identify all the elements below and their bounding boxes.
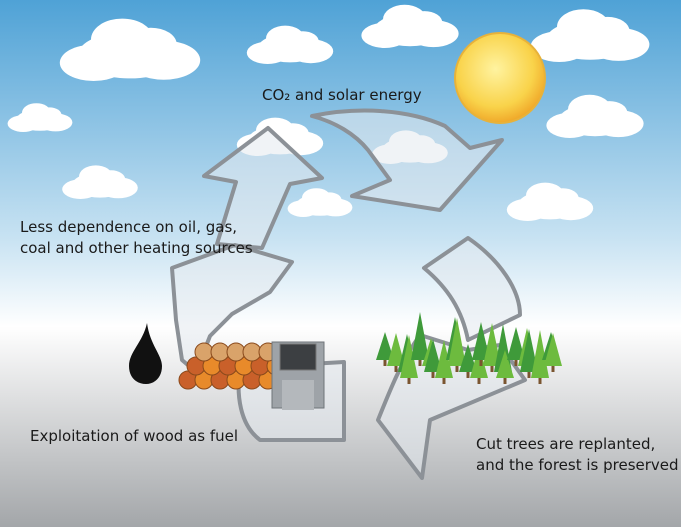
cloud-part xyxy=(591,101,627,124)
diagram: CO₂ and solar energy Less dependence on … xyxy=(0,0,681,527)
label-trees-1: Cut trees are replanted, xyxy=(476,435,655,453)
log xyxy=(211,343,229,361)
tree-trunk xyxy=(480,360,483,366)
log xyxy=(195,343,213,361)
log xyxy=(227,343,245,361)
tree-trunk xyxy=(432,372,435,378)
cloud-part xyxy=(318,192,342,208)
sun xyxy=(455,33,545,123)
page: CO₂ and solar energy Less dependence on … xyxy=(0,0,681,527)
tree-trunk xyxy=(456,366,459,372)
tree-trunk xyxy=(408,378,411,384)
cloud-part xyxy=(125,28,177,62)
stove-base xyxy=(282,380,314,410)
tree-trunk xyxy=(419,360,422,366)
log xyxy=(243,343,261,361)
label-dependence-1: Less dependence on oil, gas, xyxy=(20,218,237,236)
tree-trunk xyxy=(491,366,494,372)
tree-trunk xyxy=(443,378,446,384)
tree-trunk xyxy=(515,360,518,366)
label-wood: Exploitation of wood as fuel xyxy=(30,427,238,445)
stove-window xyxy=(280,344,316,370)
cloud-part xyxy=(406,11,442,34)
tree-trunk xyxy=(395,366,398,372)
tree-trunk xyxy=(478,378,481,384)
cloud-part xyxy=(97,170,125,188)
label-trees-2: and the forest is preserved xyxy=(476,456,679,474)
cloud-part xyxy=(586,17,630,46)
label-co2: CO₂ and solar energy xyxy=(262,86,422,104)
label-dependence-2: coal and other heating sources xyxy=(20,239,253,257)
tree-trunk xyxy=(552,366,555,372)
tree-trunk xyxy=(528,372,531,378)
tree-trunk xyxy=(504,378,507,384)
cloud-part xyxy=(287,31,319,52)
tree-trunk xyxy=(467,372,470,378)
stove xyxy=(272,342,324,410)
cloud-part xyxy=(38,107,62,123)
tree-trunk xyxy=(384,360,387,366)
tree-trunk xyxy=(539,378,542,384)
cloud-part xyxy=(547,188,579,209)
